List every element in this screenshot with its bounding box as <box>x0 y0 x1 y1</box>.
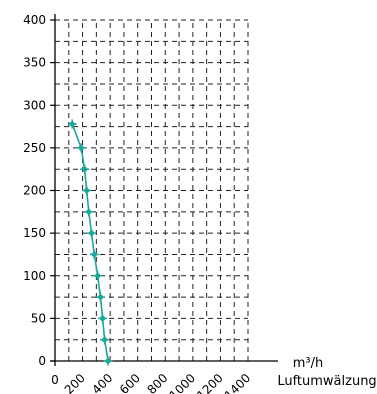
series <box>67 119 113 366</box>
y-tick-label: 100 <box>23 269 46 283</box>
data-point <box>87 228 97 238</box>
y-tick-label: 400 <box>23 13 46 27</box>
x-tick-label: 0 <box>51 373 59 387</box>
data-point <box>95 292 105 302</box>
y-tick-label: 0 <box>38 354 46 368</box>
x-tick-label: 200 <box>62 371 88 394</box>
data-point <box>100 335 110 345</box>
data-point <box>93 271 103 281</box>
x-tick-label: 400 <box>89 371 115 394</box>
y-tick-label: 150 <box>23 226 46 240</box>
x-tick-label: 800 <box>144 371 170 394</box>
data-point <box>76 143 86 153</box>
data-point <box>80 164 90 174</box>
y-tick-labels: 0 50 100 150 200 250 300 350 400 <box>23 13 55 368</box>
data-point <box>67 119 77 129</box>
grid <box>55 19 249 361</box>
data-point <box>98 313 108 323</box>
y-tick-label: 300 <box>23 98 46 112</box>
x-axis-unit: m³/h <box>293 356 324 371</box>
y-tick-label: 50 <box>31 311 46 325</box>
y-tick-label: 250 <box>23 141 46 155</box>
data-point <box>84 207 94 217</box>
data-point <box>89 249 99 259</box>
x-tick-label: 600 <box>117 371 143 394</box>
x-tick-label: 1400 <box>222 371 253 394</box>
y-tick-label: 350 <box>23 56 46 70</box>
y-tick-label: 200 <box>23 184 46 198</box>
x-axis-label: Luftumwälzung <box>277 374 376 389</box>
data-point <box>82 186 92 195</box>
x-tick-label: 1000 <box>167 371 198 394</box>
x-tick-label: 1200 <box>194 371 225 394</box>
series-line <box>71 123 109 362</box>
data-point <box>103 356 113 366</box>
